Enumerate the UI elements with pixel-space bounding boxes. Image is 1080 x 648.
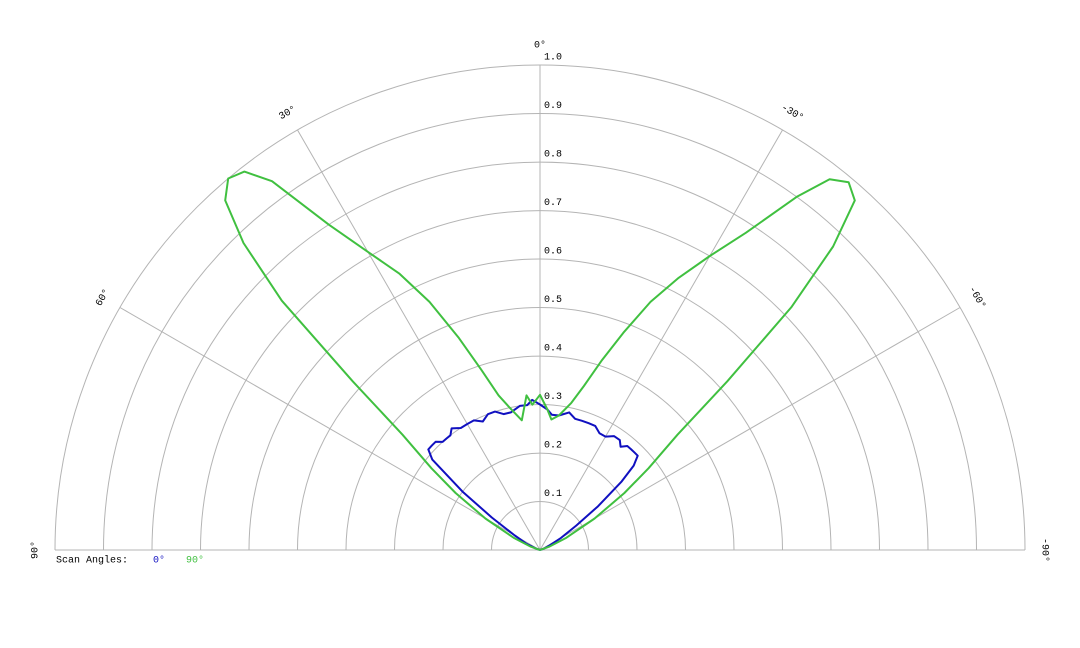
angle-tick-label: 60°	[94, 287, 113, 309]
grid-spoke	[297, 129, 541, 551]
radial-tick-label: 0.1	[544, 489, 562, 500]
radial-tick-label: 0.5	[544, 295, 562, 306]
grid-spoke	[119, 307, 541, 551]
angle-tick-label: 90°	[30, 541, 42, 559]
angle-tick-label: 30°	[277, 104, 299, 123]
series-line	[224, 170, 856, 551]
radial-tick-label: 0.8	[544, 150, 562, 161]
radial-tick-label: 0.2	[544, 441, 562, 452]
legend-entry: 0°	[153, 555, 165, 567]
angle-tick-label: -30°	[779, 102, 806, 124]
angle-tick-label: -90°	[1038, 538, 1050, 562]
radial-tick-label: 0.4	[544, 344, 562, 355]
plot-area	[224, 170, 856, 551]
grid-spoke	[539, 129, 783, 551]
grid: 0.1 0.2 0.3 0.4 0.5 0.6 0.7 0.8 0.9 1.0 90° 60° 30° 0…	[30, 40, 1051, 562]
angle-tick-label: 0°	[534, 40, 546, 52]
legend-entry: 90°	[186, 555, 204, 567]
radial-tick-label: 1.0	[544, 53, 562, 64]
series-line	[427, 398, 639, 551]
legend-title: Scan Angles:	[56, 555, 128, 567]
grid-spoke	[539, 307, 961, 551]
radial-tick-label: 0.3	[544, 392, 562, 403]
radial-tick-label: 0.7	[544, 198, 562, 209]
angle-tick-label: -60°	[966, 284, 988, 311]
radial-tick-label: 0.6	[544, 247, 562, 258]
radial-tick-label: 0.9	[544, 101, 562, 112]
